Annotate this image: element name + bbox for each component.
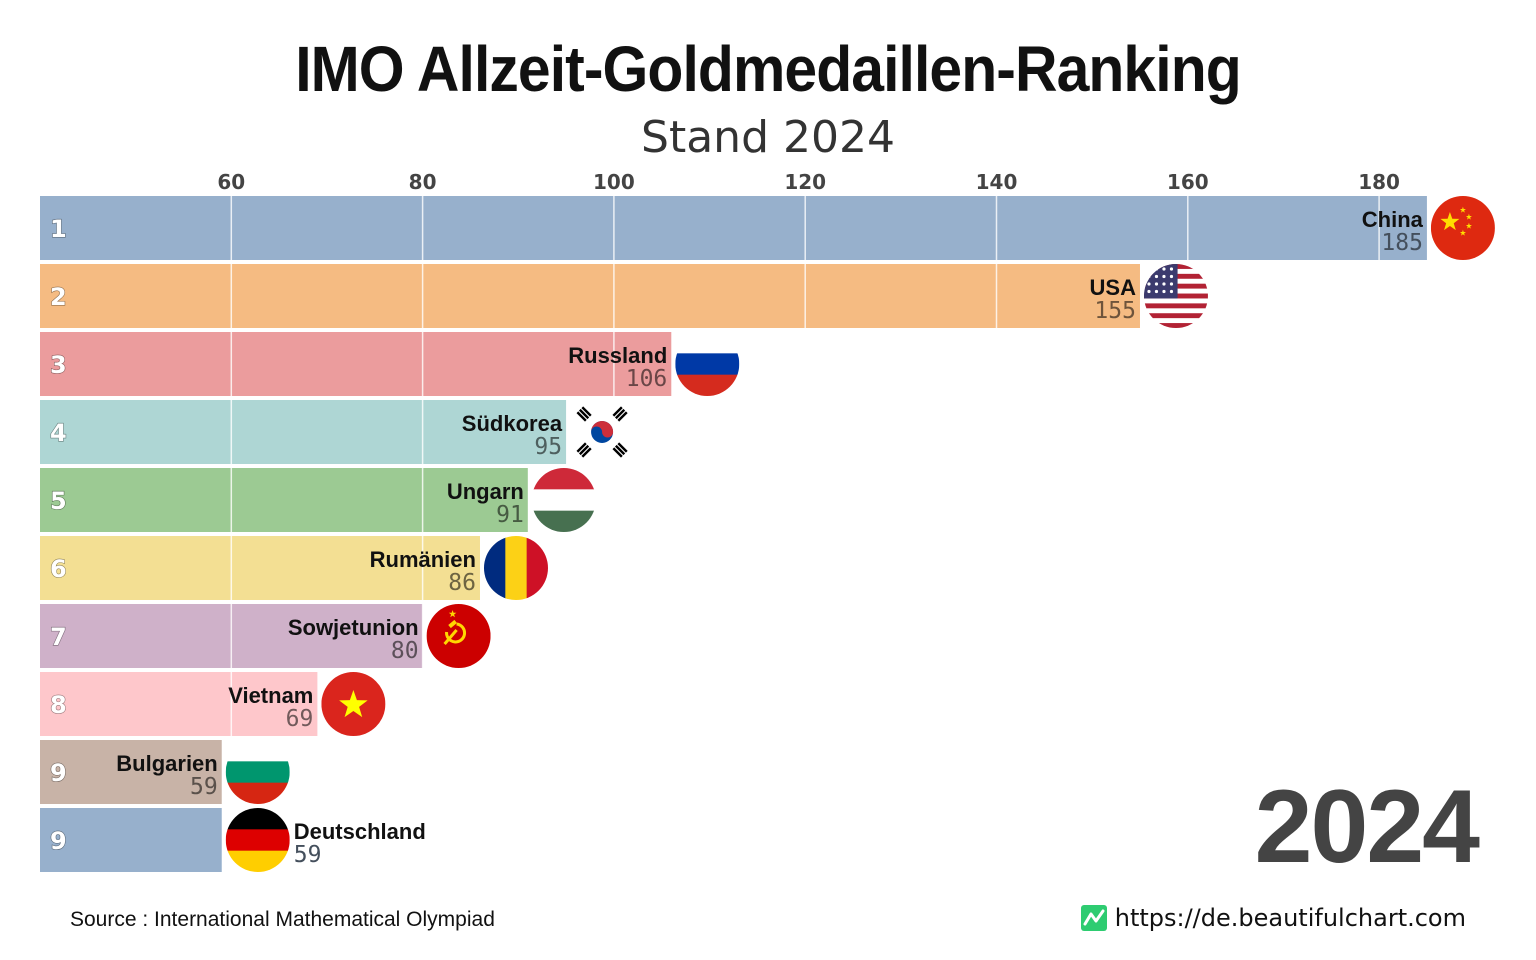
bar — [40, 536, 480, 600]
tick-label: 80 — [409, 170, 437, 194]
bar-row — [40, 740, 222, 804]
value-label: 86 — [448, 570, 476, 596]
country-label: Vietnam — [228, 683, 313, 708]
flag-soviet-union-icon — [426, 604, 491, 668]
bar — [40, 196, 1427, 260]
value-label: 91 — [496, 502, 524, 528]
country-label: Russland — [568, 343, 667, 368]
tick-label: 60 — [217, 170, 245, 194]
chart-line-icon — [1080, 905, 1107, 931]
value-label: 80 — [391, 638, 419, 664]
bar-row — [40, 400, 567, 464]
flag-romania-icon — [483, 536, 548, 600]
rank-label: 9 — [50, 827, 67, 855]
country-label: USA — [1090, 275, 1137, 300]
country-label: Ungarn — [447, 479, 524, 504]
x-axis-ticks: 60 80 100 120 140 160 180 — [217, 170, 1400, 194]
tick-label: 100 — [593, 170, 635, 194]
country-label: Südkorea — [462, 411, 563, 436]
value-label: 106 — [626, 366, 668, 392]
country-label: China — [1362, 207, 1424, 232]
bar-row — [40, 264, 1140, 328]
value-label: 95 — [534, 434, 562, 460]
bar — [40, 468, 528, 532]
tick-label: 180 — [1358, 170, 1400, 194]
tick-label: 140 — [976, 170, 1018, 194]
flag-south-korea-icon — [570, 400, 635, 464]
bars — [40, 196, 1427, 872]
tick-label: 120 — [784, 170, 826, 194]
bar-row — [40, 332, 672, 396]
source-note: Source : International Mathematical Olym… — [70, 908, 495, 931]
flag-bulgaria-icon — [225, 740, 290, 804]
rank-label: 8 — [50, 691, 67, 719]
tick-label: 160 — [1167, 170, 1209, 194]
flag-china-icon — [1430, 196, 1495, 260]
value-label: 185 — [1381, 230, 1423, 256]
rank-label: 9 — [50, 759, 67, 787]
chart-title: IMO Allzeit-Goldmedaillen-Ranking — [295, 33, 1242, 105]
rank-label: 2 — [50, 283, 67, 311]
rank-label: 7 — [50, 623, 67, 651]
country-label: Deutschland — [294, 819, 426, 844]
rank-label: 5 — [50, 487, 67, 515]
flag-russia-icon — [675, 332, 740, 396]
flag-hungary-icon — [531, 468, 596, 532]
country-label: Sowjetunion — [288, 615, 419, 640]
flag-usa-icon — [1143, 264, 1208, 328]
rank-label: 3 — [50, 351, 67, 379]
bar — [40, 400, 567, 464]
bar-row — [40, 196, 1427, 260]
flag-vietnam-icon — [321, 672, 386, 736]
value-label: 59 — [190, 774, 218, 800]
rank-label: 6 — [50, 555, 67, 583]
country-label: Bulgarien — [116, 751, 217, 776]
rank-label: 4 — [50, 419, 67, 447]
bar-row — [40, 468, 528, 532]
value-label: 69 — [286, 706, 314, 732]
country-label: Rumänien — [370, 547, 476, 572]
rank-label: 1 — [50, 215, 67, 243]
website-url[interactable]: https://de.beautifulchart.com — [1114, 904, 1466, 932]
flag-germany-icon — [225, 808, 290, 872]
chart-subtitle: Stand 2024 — [641, 112, 895, 163]
bar — [40, 808, 222, 872]
bar — [40, 672, 318, 736]
bar — [40, 740, 222, 804]
bar-row — [40, 808, 222, 872]
year-label: 2024 — [1254, 769, 1480, 885]
bar — [40, 332, 672, 396]
value-label: 155 — [1094, 298, 1136, 324]
bar-row — [40, 672, 318, 736]
value-label: 59 — [294, 842, 322, 868]
bar — [40, 264, 1140, 328]
bar-row — [40, 536, 480, 600]
website-link[interactable]: https://de.beautifulchart.com — [1080, 904, 1466, 932]
